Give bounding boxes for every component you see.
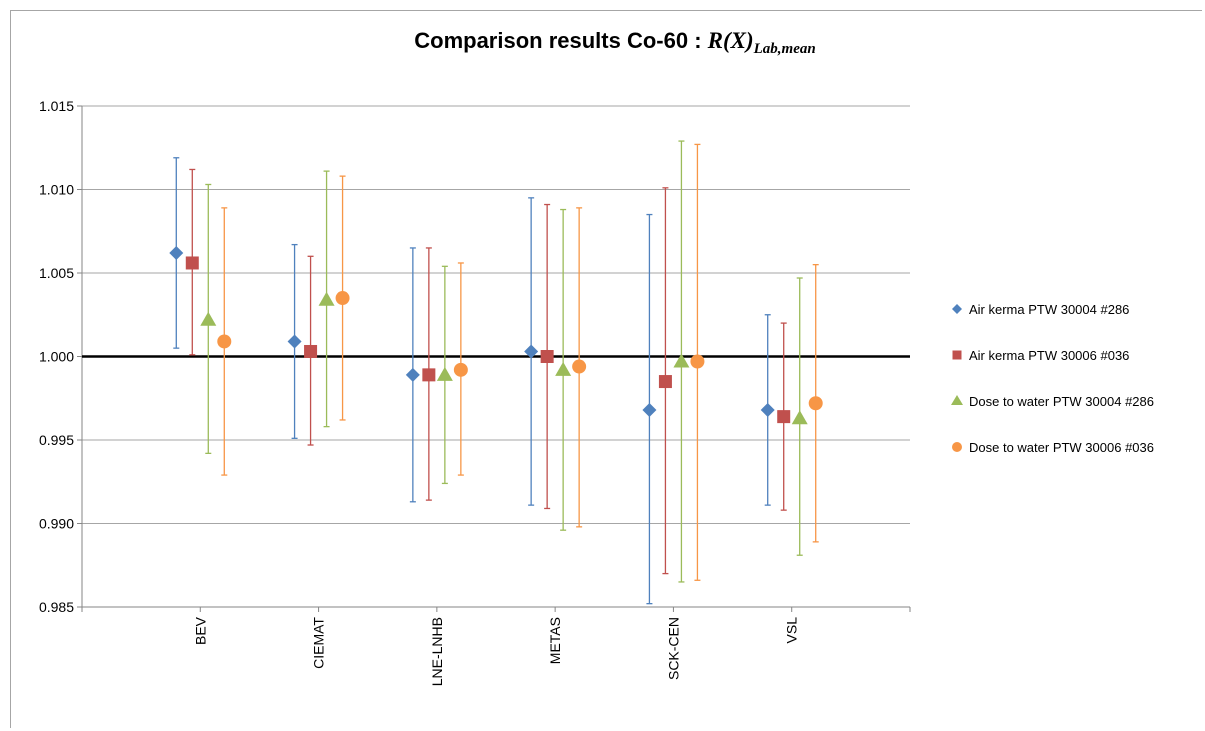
diamond-marker	[405, 367, 420, 382]
x-category-label: CIEMAT	[311, 617, 327, 669]
circle-marker	[217, 334, 232, 349]
axes: 0.985 0.990 0.995 1.000 1.005 1.010 1.015 BEV CI…	[39, 98, 911, 686]
y-tick-label: 0.990	[39, 516, 74, 532]
square-marker	[777, 410, 791, 424]
diamond-marker	[642, 402, 657, 417]
triangle-marker	[200, 311, 217, 326]
square-marker	[540, 350, 554, 363]
square-marker	[185, 256, 199, 270]
legend-triangle-icon	[951, 395, 963, 405]
circle-marker	[690, 354, 705, 369]
circle-marker	[808, 396, 823, 411]
chart-title-text: Comparison results Co-60 :	[414, 28, 708, 53]
legend-label: Air kerma PTW 30006 #036	[969, 348, 1129, 363]
legend-square-icon	[952, 350, 962, 360]
chart-title-formula-subscript: Lab,mean	[753, 41, 816, 57]
legend-label: Dose to water PTW 30006 #036	[969, 440, 1154, 455]
data-markers	[169, 245, 823, 425]
y-tick-label: 0.995	[39, 432, 74, 448]
triangle-marker	[555, 361, 572, 376]
legend-label: Dose to water PTW 30004 #286	[969, 394, 1154, 409]
x-category-label: SCK-CEN	[665, 617, 681, 680]
triangle-marker	[318, 291, 335, 306]
circle-marker	[572, 359, 587, 374]
legend-label: Air kerma PTW 30004 #286	[969, 302, 1129, 317]
y-tick-label: 1.015	[39, 98, 74, 114]
y-tick-label: 1.010	[39, 182, 74, 198]
chart-title-formula-main: R(X)	[707, 28, 754, 53]
x-category-label: LNE-LNHB	[429, 617, 445, 686]
diamond-marker	[169, 245, 184, 260]
x-category-label: VSL	[784, 617, 800, 644]
triangle-marker	[673, 353, 690, 368]
legend: Air kerma PTW 30004 #286 Air kerma PTW 30…	[951, 302, 1154, 455]
triangle-marker	[436, 366, 453, 381]
diamond-marker	[760, 402, 775, 417]
y-tick-label: 0.985	[39, 599, 74, 615]
circle-marker	[335, 291, 350, 306]
diamond-marker	[287, 334, 302, 349]
square-marker	[304, 344, 318, 358]
diamond-marker	[524, 344, 539, 359]
chart-title: Comparison results Co-60 : R(X)Lab,mean	[0, 28, 1205, 58]
triangle-marker	[791, 410, 808, 425]
y-tick-label: 1.005	[39, 265, 74, 281]
legend-diamond-icon	[952, 304, 962, 314]
x-category-label: BEV	[192, 616, 208, 645]
x-category-label: METAS	[547, 617, 563, 664]
error-bars	[173, 140, 819, 605]
square-marker	[658, 375, 672, 389]
circle-marker	[453, 362, 468, 377]
y-tick-label: 1.000	[39, 349, 74, 365]
chart-title-formula: R(X)Lab,mean	[707, 28, 816, 57]
chart-frame	[10, 10, 1202, 728]
legend-circle-icon	[952, 442, 962, 452]
square-marker	[422, 368, 436, 382]
